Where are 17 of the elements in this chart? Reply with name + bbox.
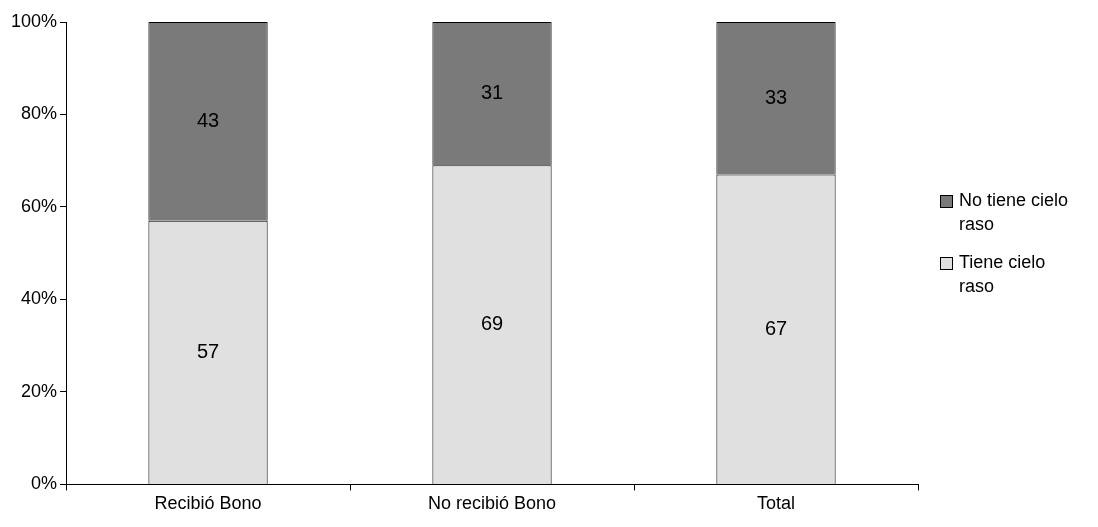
data-label: 31: [480, 81, 504, 104]
y-tick-label: 20%: [21, 380, 58, 401]
y-tick-label: 0%: [31, 473, 58, 494]
data-label: 57: [196, 339, 220, 362]
y-tick-label: 100%: [10, 10, 58, 31]
data-label: 33: [764, 85, 788, 108]
x-tick-label: Recibió Bono: [154, 493, 262, 514]
data-label: 67: [764, 316, 788, 339]
data-label: 69: [480, 312, 504, 335]
y-tick-label: 80%: [21, 103, 58, 124]
data-label: 43: [196, 108, 220, 131]
legend-label: No tiene cielo raso: [959, 189, 1070, 236]
x-tick-label: No recibió Bono: [427, 493, 557, 514]
y-tick-label: 40%: [21, 288, 58, 309]
legend-label: Tiene cielo raso: [959, 251, 1047, 298]
x-tick-label: Total: [756, 493, 796, 514]
y-tick-label: 60%: [21, 195, 58, 216]
